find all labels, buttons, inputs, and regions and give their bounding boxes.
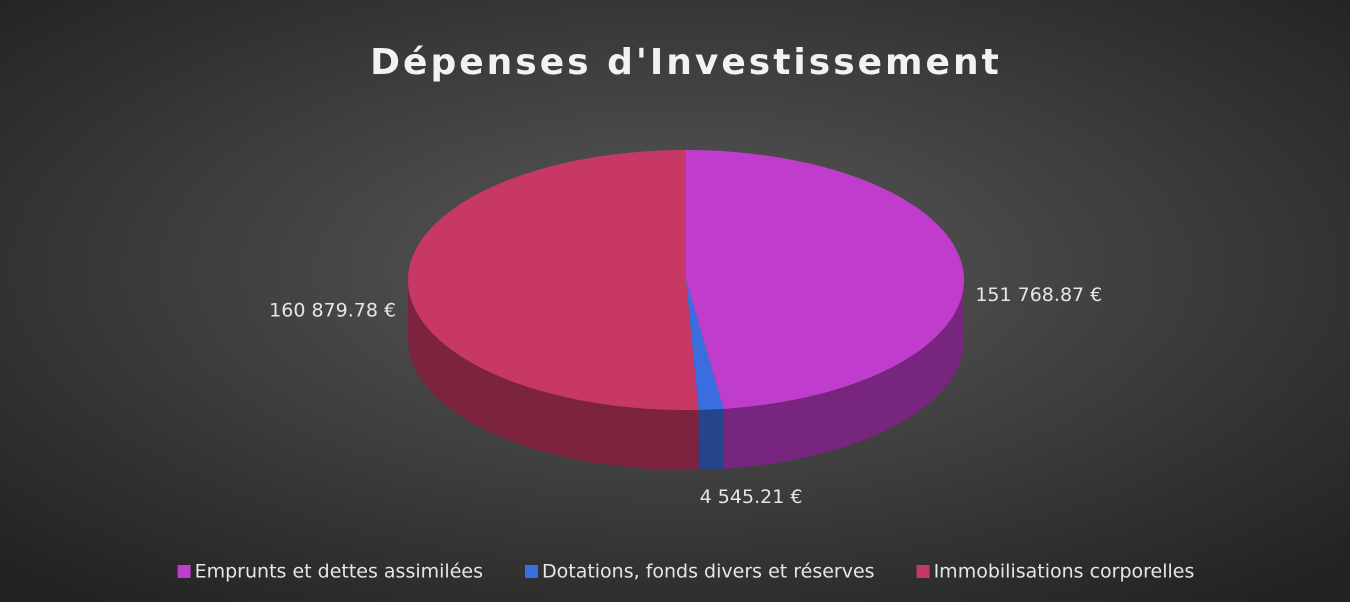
pie-slice — [686, 150, 964, 409]
pie-slice-side — [698, 408, 724, 470]
legend-label: Emprunts et dettes assimilées — [195, 561, 483, 583]
legend-swatch — [524, 565, 538, 578]
data-label: 160 879.78 € — [269, 299, 396, 321]
chart-title: Dépenses d'Investissement — [370, 42, 1002, 83]
data-label: 151 768.87 € — [975, 284, 1102, 306]
legend-swatch — [916, 565, 930, 578]
legend-swatch — [177, 565, 191, 578]
pie-slice — [686, 280, 724, 410]
legend-label: Immobilisations corporelles — [934, 561, 1195, 583]
legend-label: Dotations, fonds divers et réserves — [542, 561, 875, 583]
data-label: 4 545.21 € — [700, 486, 803, 508]
pie-slice-side — [723, 280, 964, 469]
pie-slice-side — [408, 280, 699, 470]
pie-slice — [408, 150, 699, 410]
